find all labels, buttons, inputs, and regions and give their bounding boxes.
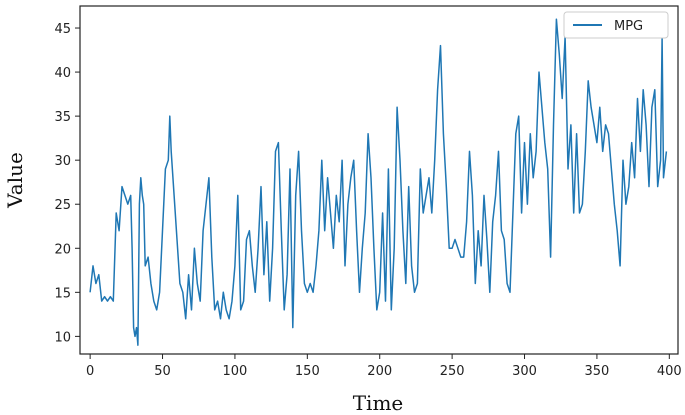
legend: MPG [563, 11, 669, 39]
x-tick-label: 250 [440, 364, 465, 379]
x-axis-title: Time [353, 391, 404, 415]
x-tick-label: 150 [295, 364, 320, 379]
legend-box [563, 11, 669, 39]
x-axis-ticks: 0 50 100 150 200 250 300 350 400 [86, 354, 682, 379]
y-axis-title: Value [3, 152, 27, 209]
y-tick-label: 30 [54, 154, 71, 169]
y-axis-ticks: 10 15 20 25 30 35 40 45 [54, 22, 80, 345]
y-tick-label: 15 [54, 286, 71, 301]
x-tick-label: 400 [657, 364, 682, 379]
x-tick-label: 50 [154, 364, 171, 379]
y-tick-label: 20 [54, 242, 71, 257]
y-tick-label: 25 [54, 198, 71, 213]
y-tick-label: 40 [54, 66, 71, 81]
plot-area-frame [79, 5, 679, 355]
y-tick-label: 45 [54, 22, 71, 37]
series-line-mpg [89, 18, 668, 346]
y-tick-label: 35 [54, 110, 71, 125]
x-tick-label: 0 [86, 364, 94, 379]
x-tick-label: 300 [512, 364, 537, 379]
x-tick-label: 350 [585, 364, 610, 379]
x-tick-label: 200 [367, 364, 392, 379]
x-tick-label: 100 [223, 364, 248, 379]
legend-label-mpg: MPG [614, 19, 643, 34]
y-tick-label: 10 [54, 330, 71, 345]
series-layer [89, 18, 668, 346]
